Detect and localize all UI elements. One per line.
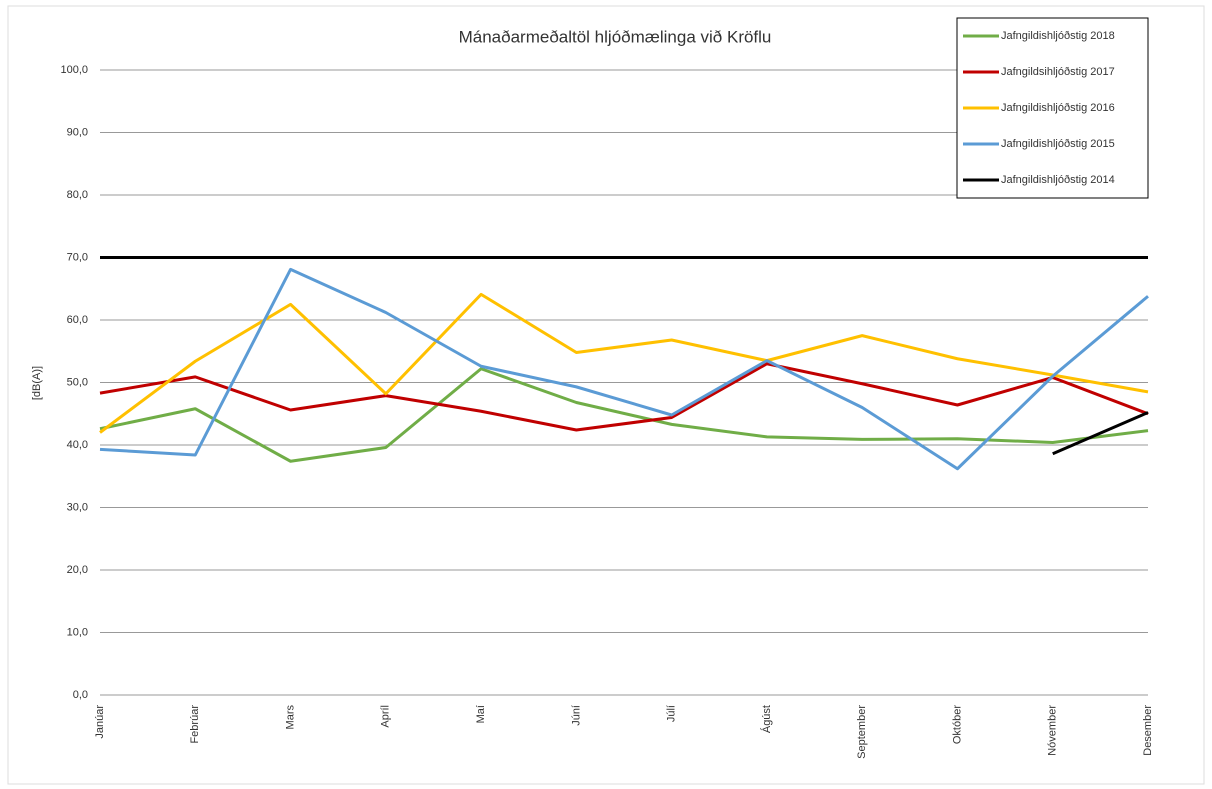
y-tick-label: 80,0	[67, 189, 88, 201]
y-axis-label: [dB(A)]	[31, 366, 43, 400]
series-line	[99, 362, 1149, 432]
x-tick-label: Desember	[1142, 705, 1154, 756]
series-line	[99, 367, 1149, 463]
y-tick-label: 90,0	[67, 126, 88, 138]
chart-title: Mánaðarmeðaltöl hljóðmælinga við Kröflu	[459, 27, 772, 46]
y-tick-label: 40,0	[67, 439, 88, 451]
series-line	[1052, 411, 1149, 456]
x-tick-label: September	[856, 705, 868, 759]
legend-label: Jafngildishljóðstig 2018	[1001, 30, 1115, 42]
y-tick-label: 60,0	[67, 314, 88, 326]
x-tick-label: Október	[951, 705, 963, 744]
y-tick-label: 100,0	[60, 64, 88, 76]
x-tick-label: Apríl	[380, 705, 392, 728]
x-tick-label: Ágúst	[760, 705, 773, 733]
x-tick-label: Febrúar	[189, 705, 201, 744]
legend-label: Jafngildishljóðstig 2014	[1001, 174, 1115, 186]
x-tick-label: Nóvember	[1047, 705, 1059, 756]
legend-label: Jafngildishljóðstig 2016	[1001, 102, 1115, 114]
y-tick-label: 0,0	[73, 689, 88, 701]
y-tick-label: 20,0	[67, 564, 88, 576]
x-tick-label: Maí	[475, 705, 487, 723]
x-tick-label: Mars	[284, 705, 296, 730]
y-tick-label: 10,0	[67, 626, 88, 638]
x-tick-label: Júlí	[666, 705, 678, 722]
y-tick-label: 50,0	[67, 376, 88, 388]
legend-label: Jafngildishljóðstig 2015	[1001, 138, 1115, 150]
x-tick-label: Júní	[570, 705, 582, 726]
series-line	[99, 267, 1149, 471]
frame	[7, 5, 1205, 785]
y-tick-label: 30,0	[67, 501, 88, 513]
y-tick-label: 70,0	[67, 251, 88, 263]
x-tick-label: Janúar	[94, 705, 106, 739]
series-line	[99, 292, 1149, 434]
legend-label: Jafngildsihljóðstig 2017	[1001, 66, 1115, 78]
